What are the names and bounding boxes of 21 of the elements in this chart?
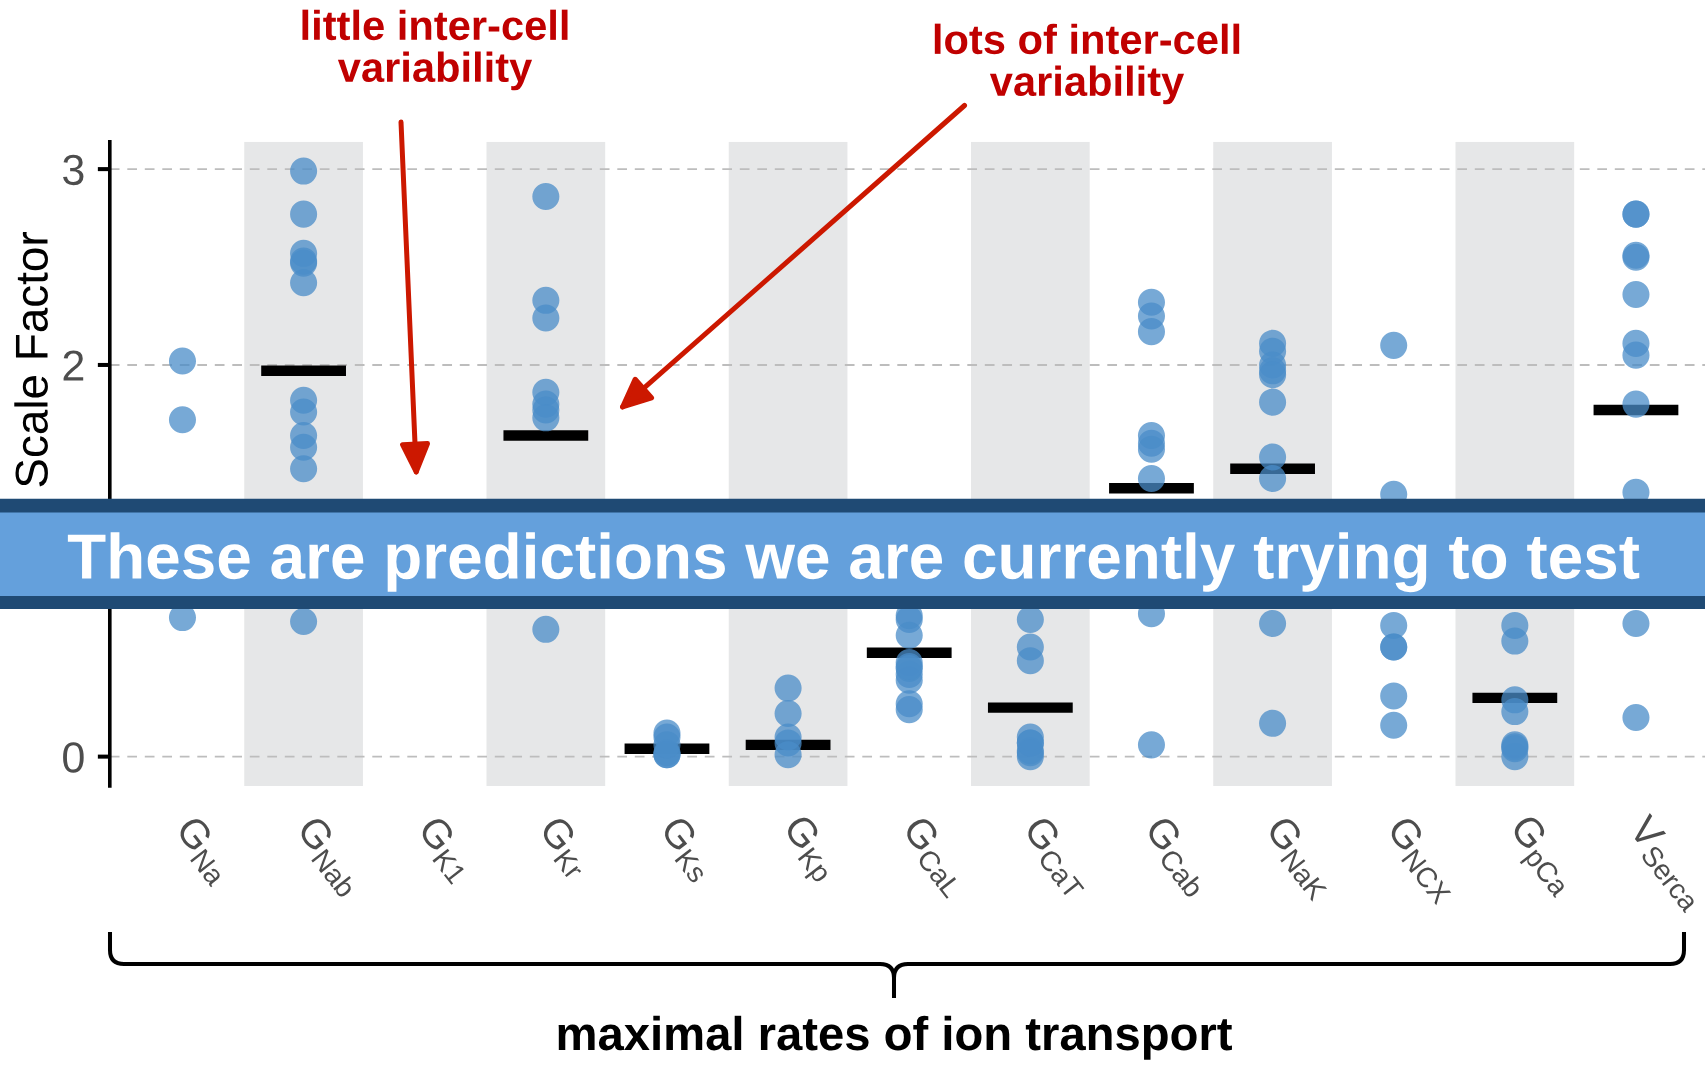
x-tick-label: G$_{Nab}$: [291, 814, 369, 899]
x-tick-label: G$_{Cab}$: [1139, 814, 1217, 899]
y-axis-title: Scale Factor: [14, 232, 48, 487]
y-tick-label: 2: [63, 350, 84, 381]
text: little inter-cell variability: [302, 9, 568, 91]
x-tick-label: G$_{Na}$: [170, 814, 239, 888]
x-tick-label: G$_{Ks}$: [654, 814, 721, 885]
x-tick-label: G$_{CaL}$: [897, 814, 975, 899]
x-tick-label: G$_{NaK}$: [1260, 814, 1340, 902]
y-tick-label: 0: [63, 742, 84, 773]
x-tick-label: G$_{Kp}$: [773, 812, 845, 888]
x-tick-label: V$_{Serca}$: [1622, 812, 1705, 914]
x-tick-label: G$_{K1}$: [412, 814, 479, 885]
annotation: These are predictions we are currently trying to test: [67, 532, 1640, 593]
x-tick-label: G$_{CaT}$: [1018, 814, 1097, 901]
x-tick-label: G$_{NCX}$: [1381, 814, 1464, 906]
x-tick-label: G$_{pCa}$: [1500, 812, 1583, 902]
text: lots of inter-cell variability: [934, 23, 1240, 105]
x-tick-label: G$_{Kr}$: [533, 814, 597, 881]
x-axis-title: maximal rates of ion transport: [558, 1015, 1232, 1060]
y-tick-label: 3: [63, 154, 84, 186]
